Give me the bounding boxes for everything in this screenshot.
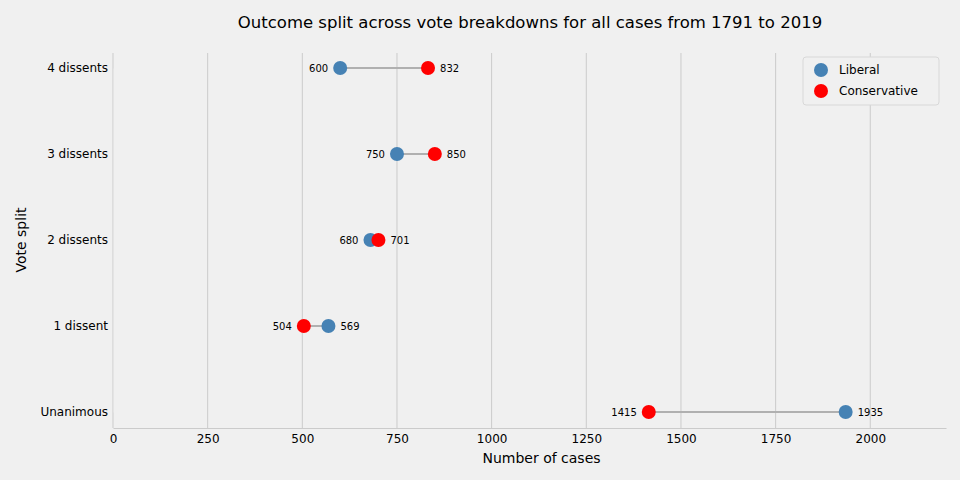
grid-line bbox=[680, 53, 681, 428]
x-tick-label: 1500 bbox=[666, 432, 697, 446]
grid-line bbox=[491, 53, 492, 428]
data-label: 750 bbox=[366, 149, 385, 160]
y-tick-label: 4 dissents bbox=[47, 61, 108, 75]
y-tick-label: 1 dissent bbox=[53, 319, 108, 333]
grid-line bbox=[870, 53, 871, 428]
y-tick: 2 dissents bbox=[47, 233, 113, 247]
y-tick: Unanimous bbox=[40, 405, 113, 419]
background bbox=[0, 0, 960, 480]
grid bbox=[113, 53, 870, 428]
connector bbox=[649, 411, 846, 413]
x-tick: 500 bbox=[291, 428, 314, 446]
x-tick: 0 bbox=[110, 428, 118, 446]
title: Outcome split across vote breakdowns for… bbox=[238, 13, 822, 32]
connector bbox=[340, 67, 428, 69]
dot bbox=[297, 319, 311, 333]
dot bbox=[839, 405, 853, 419]
grid-line bbox=[302, 53, 303, 428]
x-tick: 1750 bbox=[761, 428, 792, 446]
x-tick-label: 750 bbox=[386, 432, 409, 446]
legend-label: Conservative bbox=[839, 84, 918, 98]
grid-line bbox=[207, 53, 208, 428]
x-axis: 0 250 500 750 1000 1250 1500 1750 2000 bbox=[110, 428, 947, 446]
y-tick-label: Unanimous bbox=[40, 405, 108, 419]
data-label: 680 bbox=[339, 235, 358, 246]
y-tick-label: 3 dissents bbox=[47, 147, 108, 161]
x-tick-label: 2000 bbox=[855, 432, 886, 446]
grid-line bbox=[586, 53, 587, 428]
legend-box bbox=[803, 57, 939, 105]
y-tick: 1 dissent bbox=[53, 319, 113, 333]
data-label: 569 bbox=[340, 321, 359, 332]
legend-marker bbox=[814, 84, 828, 98]
y-tick: 4 dissents bbox=[47, 61, 113, 75]
data-label: 832 bbox=[440, 63, 459, 74]
y-axis-label: Vote split bbox=[13, 207, 29, 273]
x-tick: 1500 bbox=[666, 428, 697, 446]
dot bbox=[321, 319, 335, 333]
y-axis: Unanimous 1 dissent 2 dissents 3 dissents 4 … bbox=[40, 61, 113, 419]
data-label: 504 bbox=[273, 321, 292, 332]
legend: Liberal Conservative bbox=[803, 57, 939, 105]
x-tick: 750 bbox=[386, 428, 409, 446]
data-label: 701 bbox=[390, 235, 409, 246]
x-axis-line bbox=[114, 428, 947, 429]
y-axis-line bbox=[113, 69, 114, 413]
data-label: 1935 bbox=[858, 407, 883, 418]
x-tick-label: 1000 bbox=[477, 432, 508, 446]
x-tick-label: 1750 bbox=[761, 432, 792, 446]
data-label: 1415 bbox=[611, 407, 636, 418]
x-tick-label: 500 bbox=[291, 432, 314, 446]
dot bbox=[333, 61, 347, 75]
y-tick-label: 2 dissents bbox=[47, 233, 108, 247]
data-label: 850 bbox=[447, 149, 466, 160]
x-axis-label: Number of cases bbox=[482, 450, 600, 466]
x-tick: 2000 bbox=[855, 428, 886, 446]
dot bbox=[428, 147, 442, 161]
x-tick-label: 0 bbox=[110, 432, 118, 446]
data-label: 600 bbox=[309, 63, 328, 74]
y-tick: 3 dissents bbox=[47, 147, 113, 161]
x-tick: 1250 bbox=[572, 428, 603, 446]
dot bbox=[421, 61, 435, 75]
x-tick-label: 1250 bbox=[572, 432, 603, 446]
grid-line bbox=[113, 53, 114, 428]
dot bbox=[371, 233, 385, 247]
x-tick: 1000 bbox=[477, 428, 508, 446]
grid-line bbox=[775, 53, 776, 428]
marks bbox=[297, 61, 853, 419]
x-tick-label: 250 bbox=[197, 432, 220, 446]
dot bbox=[642, 405, 656, 419]
dot bbox=[390, 147, 404, 161]
legend-marker bbox=[814, 63, 828, 77]
x-tick: 250 bbox=[197, 428, 220, 446]
legend-label: Liberal bbox=[839, 63, 880, 77]
data-labels: 1935 1415 569 504 680 701 750 850 600 832 bbox=[273, 63, 883, 418]
chart: 0 250 500 750 1000 1250 1500 1750 2000 Unanimous 1… bbox=[0, 0, 960, 480]
